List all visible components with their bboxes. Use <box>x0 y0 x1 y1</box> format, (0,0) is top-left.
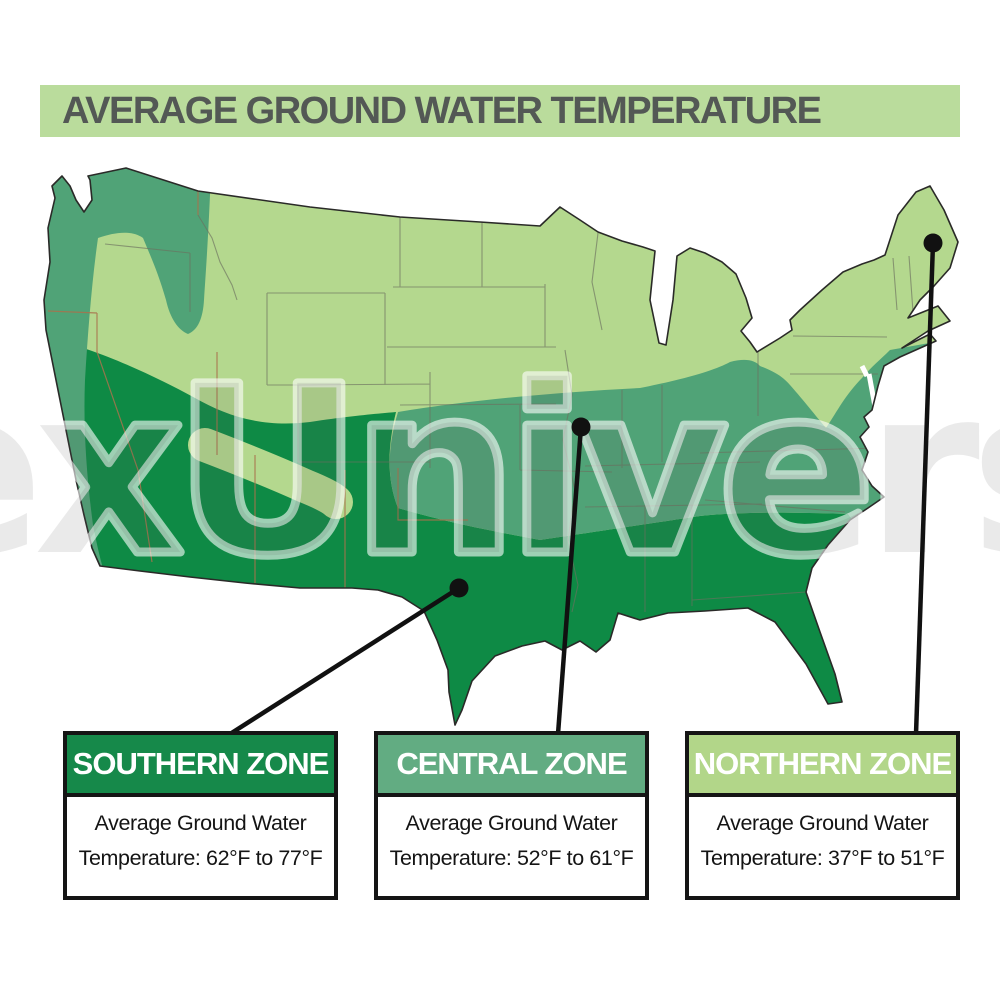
state-borders <box>104 214 914 613</box>
delaware-bay <box>859 364 870 378</box>
southern-zone-text-line2: Temperature: 62°F to 77°F <box>78 846 323 871</box>
central-callout-line <box>555 426 584 735</box>
northern-zone-card-header: NORTHERN ZONE <box>689 735 956 797</box>
page-title: AVERAGE GROUND WATER TEMPERATURE <box>62 89 822 132</box>
northern-zone-marker-dot <box>923 233 943 253</box>
central-zone-card-body: Average Ground Water Temperature: 52°F t… <box>378 797 645 877</box>
central-zone-text-line2: Temperature: 52°F to 61°F <box>389 846 634 871</box>
central-zone-band-region <box>389 342 945 560</box>
southern-zone-marker-dot <box>449 578 469 598</box>
southern-zone-text-line1: Average Ground Water <box>94 811 307 835</box>
southern-zone-title: SOUTHERN ZONE <box>72 746 330 781</box>
watermark-text: pexUniverse <box>0 337 1000 607</box>
central-zone-marker-dot <box>571 417 591 437</box>
southern-callout-line <box>228 586 461 736</box>
northern-zone-text-line2: Temperature: 37°F to 51°F <box>700 846 945 871</box>
central-zone-text-line1: Average Ground Water <box>405 811 618 835</box>
southern-zone-card: SOUTHERN ZONE Average Ground Water Tempe… <box>63 731 338 900</box>
southern-zone-card-header: SOUTHERN ZONE <box>67 735 334 797</box>
great-basin-light-tongue <box>188 428 353 519</box>
southern-zone-card-body: Average Ground Water Temperature: 62°F t… <box>67 797 334 877</box>
central-zone-title: CENTRAL ZONE <box>396 746 627 781</box>
northern-callout-line <box>913 242 936 735</box>
central-zone-card-header: CENTRAL ZONE <box>378 735 645 797</box>
northern-zone-card: NORTHERN ZONE Average Ground Water Tempe… <box>685 731 960 900</box>
northern-zone-text-line1: Average Ground Water <box>716 811 929 835</box>
central-zone-card: CENTRAL ZONE Average Ground Water Temper… <box>374 731 649 900</box>
northern-zone-card-body: Average Ground Water Temperature: 37°F t… <box>689 797 956 877</box>
northern-zone-title: NORTHERN ZONE <box>693 746 952 781</box>
title-banner: AVERAGE GROUND WATER TEMPERATURE <box>40 85 960 137</box>
us-map-outline <box>43 167 959 726</box>
state-borders-brown <box>47 172 468 590</box>
callout-lines <box>228 233 943 736</box>
